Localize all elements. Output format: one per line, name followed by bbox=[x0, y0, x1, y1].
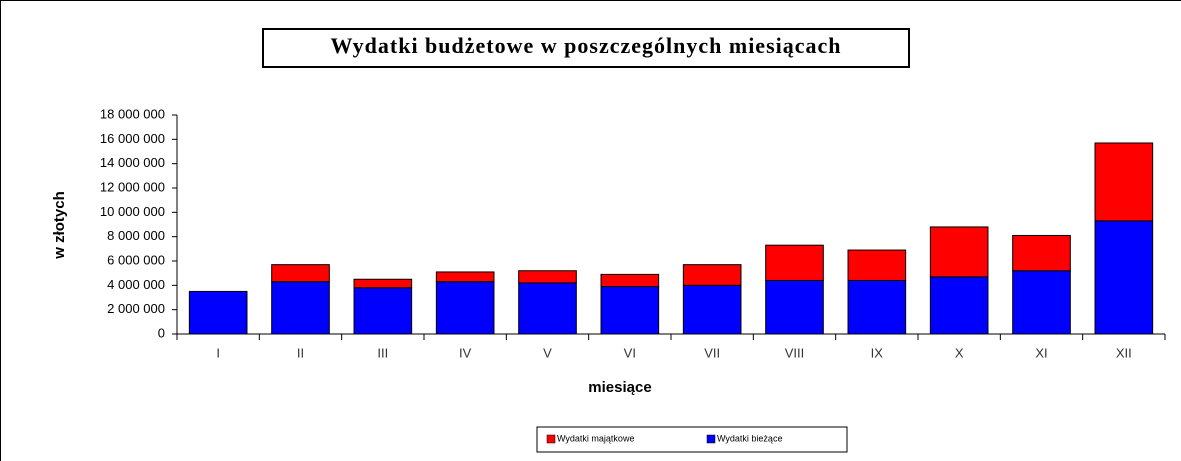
bar-segment bbox=[188, 290, 248, 335]
y-tick-label: 8 000 000 bbox=[107, 228, 165, 243]
bar-segment bbox=[435, 281, 495, 335]
legend-swatch bbox=[546, 434, 556, 444]
x-tick-label: I bbox=[216, 345, 220, 360]
x-tick-label: VII bbox=[704, 345, 720, 360]
y-tick-label: 2 000 000 bbox=[107, 301, 165, 316]
bar-segment bbox=[765, 244, 824, 281]
bar-segment bbox=[682, 264, 742, 286]
y-tick-label: 16 000 000 bbox=[100, 131, 165, 146]
bar-segment bbox=[518, 282, 577, 335]
legend-swatch bbox=[706, 434, 716, 444]
x-axis-label: miesiące bbox=[588, 379, 651, 396]
bar-segment bbox=[600, 273, 660, 288]
y-tick-label: 4 000 000 bbox=[107, 277, 165, 292]
x-tick-label: III bbox=[377, 345, 388, 360]
y-axis-label: w złotych bbox=[51, 191, 68, 260]
bar-segment bbox=[1012, 270, 1071, 335]
y-tick-label: 10 000 000 bbox=[100, 204, 165, 219]
bar-segment bbox=[1012, 234, 1071, 272]
bar-segment bbox=[353, 287, 413, 335]
legend bbox=[536, 426, 848, 453]
legend-label: Wydatki bieżące bbox=[717, 433, 782, 443]
bar-segment bbox=[682, 284, 742, 335]
y-tick-label: 0 bbox=[158, 325, 165, 340]
y-tick-label: 12 000 000 bbox=[100, 179, 165, 194]
bar-segment bbox=[353, 278, 413, 289]
x-tick-label: XII bbox=[1116, 345, 1132, 360]
bar-segment bbox=[765, 279, 824, 335]
bar-segment bbox=[271, 264, 330, 283]
bar-segment bbox=[518, 270, 577, 284]
title-box bbox=[262, 28, 910, 68]
bar-segment bbox=[271, 281, 330, 335]
x-tick-label: V bbox=[543, 345, 552, 360]
x-tick-label: XI bbox=[1035, 345, 1047, 360]
x-tick-label: IV bbox=[459, 345, 472, 360]
bar-segment bbox=[847, 249, 907, 281]
x-tick-label: II bbox=[297, 345, 304, 360]
y-tick-label: 18 000 000 bbox=[100, 106, 165, 121]
bar-segment bbox=[435, 271, 495, 283]
bar-segment bbox=[1094, 142, 1154, 222]
y-tick-label: 6 000 000 bbox=[107, 252, 165, 267]
x-tick-label: VI bbox=[624, 345, 636, 360]
bar-segment bbox=[847, 279, 907, 335]
y-tick-label: 14 000 000 bbox=[100, 155, 165, 170]
chart-title: Wydatki budżetowe w poszczególnych miesi… bbox=[330, 33, 841, 58]
bar-segment bbox=[929, 226, 989, 278]
bar-segment bbox=[600, 286, 660, 335]
x-tick-label: IX bbox=[871, 345, 884, 360]
x-tick-label: VIII bbox=[785, 345, 805, 360]
x-tick-label: X bbox=[955, 345, 964, 360]
bar-segment bbox=[1094, 220, 1154, 335]
bar-segment bbox=[929, 276, 989, 335]
legend-label: Wydatki majątkowe bbox=[557, 433, 634, 443]
